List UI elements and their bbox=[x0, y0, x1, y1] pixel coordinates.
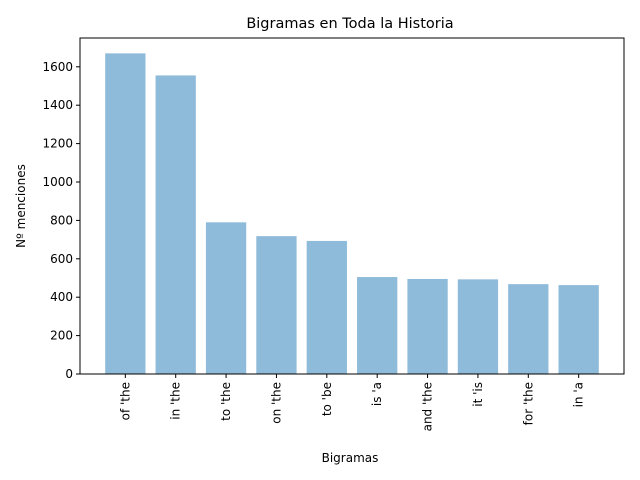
x-tick-label-4: to 'be bbox=[320, 382, 334, 416]
bar-8 bbox=[508, 284, 549, 374]
y-tick-label-2: 400 bbox=[50, 290, 73, 304]
plot-frame bbox=[79, 37, 625, 375]
x-tick-label-2: to 'the bbox=[219, 382, 233, 421]
bars-group bbox=[105, 53, 599, 375]
bar-0 bbox=[105, 53, 146, 375]
y-tick-label-1: 200 bbox=[50, 329, 73, 343]
y-axis-title: Nº menciones bbox=[14, 164, 28, 248]
bar-6 bbox=[407, 278, 448, 374]
y-tick-label-5: 1000 bbox=[42, 175, 73, 189]
y-tick-label-4: 800 bbox=[50, 213, 73, 227]
x-tick-label-7: it 'is bbox=[471, 382, 485, 407]
x-tick-label-0: of 'the bbox=[118, 382, 132, 420]
y-tick-label-7: 1400 bbox=[42, 98, 73, 112]
x-tick-label-1: in 'the bbox=[169, 382, 183, 420]
x-tick-label-5: is 'a bbox=[370, 382, 384, 406]
y-tick-label-6: 1200 bbox=[42, 137, 73, 151]
bar-9 bbox=[558, 285, 599, 374]
y-tick-label-3: 600 bbox=[50, 252, 73, 266]
x-axis-title: Bigramas bbox=[322, 451, 379, 465]
bar-3 bbox=[256, 236, 297, 374]
x-tick-label-9: in 'a bbox=[572, 382, 586, 407]
y-tick-label-8: 1600 bbox=[42, 60, 73, 74]
bar-2 bbox=[205, 222, 247, 374]
bar-7 bbox=[457, 279, 499, 374]
bar-5 bbox=[357, 277, 398, 374]
y-axis: 0 200 400 600 800 1000 1200 1400 1600 bbox=[42, 60, 80, 381]
chart-title: Bigramas en Toda la Historia bbox=[246, 16, 453, 32]
bar-4 bbox=[306, 240, 347, 374]
y-tick-label-0: 0 bbox=[65, 367, 73, 381]
x-tick-label-8: for 'the bbox=[521, 382, 535, 425]
x-axis: of 'the in 'the to 'the on 'the to 'be is 'a a… bbox=[118, 374, 586, 431]
x-tick-label-6: and 'the bbox=[421, 382, 435, 431]
x-tick-label-3: on 'the bbox=[269, 382, 283, 424]
bar-1 bbox=[155, 75, 196, 374]
